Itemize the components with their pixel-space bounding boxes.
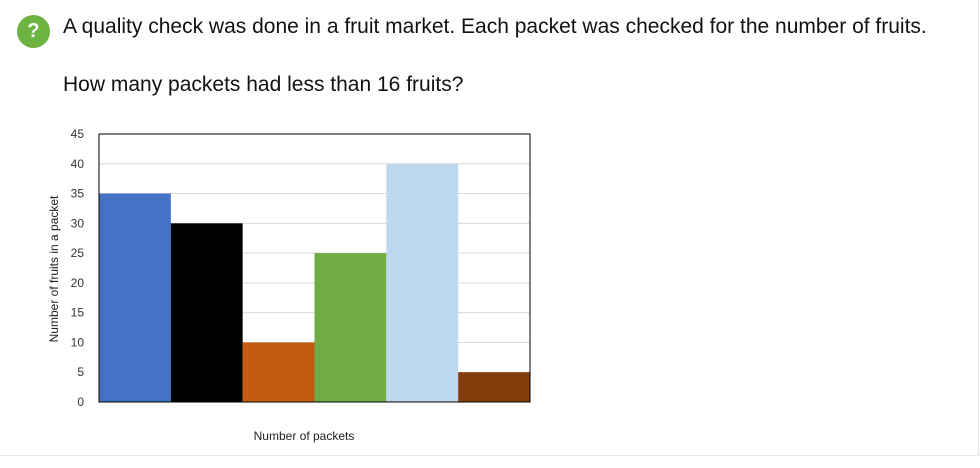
- question-text: A quality check was done in a fruit mark…: [63, 15, 927, 38]
- y-tick-label: 45: [71, 127, 85, 141]
- y-tick-label: 0: [77, 395, 84, 409]
- question-prompt: How many packets had less than 16 fruits…: [63, 73, 464, 96]
- bar: [458, 372, 530, 402]
- y-tick-label: 30: [71, 216, 85, 230]
- y-tick-label: 35: [71, 187, 85, 201]
- plot-area-border: [98, 133, 531, 403]
- bar: [99, 193, 171, 402]
- x-axis-title: Number of packets: [254, 429, 355, 443]
- bars: [99, 163, 530, 402]
- y-tick-label: 25: [71, 246, 85, 260]
- y-tick-label: 15: [71, 306, 85, 320]
- help-icon[interactable]: ?: [17, 15, 50, 48]
- bar: [386, 163, 459, 402]
- axes: [98, 133, 531, 403]
- bar: [242, 342, 315, 402]
- y-tick-label: 5: [77, 365, 84, 379]
- bar-chart: 0 5 10 15 20 25 30 35 40 45 Number of fruits in a…: [47, 127, 531, 443]
- y-axis-title: Number of fruits in a packet: [47, 195, 61, 342]
- question-card: [0, 0, 979, 456]
- bar: [170, 223, 243, 402]
- y-tick-label: 20: [71, 276, 85, 290]
- y-tick-labels: 0 5 10 15 20 25 30 35 40 45: [71, 127, 85, 409]
- bar: [314, 253, 387, 402]
- y-tick-label: 40: [71, 157, 85, 171]
- y-tick-label: 10: [71, 335, 85, 349]
